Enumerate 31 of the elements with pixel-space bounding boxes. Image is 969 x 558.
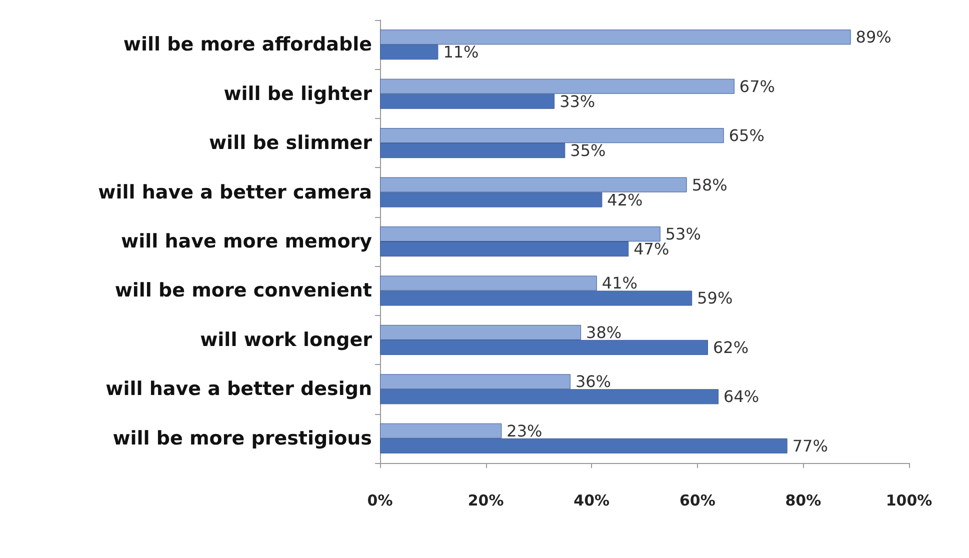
x-tick-label: 20% <box>468 492 504 510</box>
y-tick-label: will be more affordable <box>123 34 372 56</box>
y-tick-label: will be slimmer <box>209 132 373 154</box>
data-label: 23% <box>506 421 542 440</box>
y-tick-label: will be more convenient <box>114 280 372 302</box>
data-label: 58% <box>692 175 728 194</box>
x-tick-label: 100% <box>886 492 932 510</box>
data-label: 36% <box>575 372 612 392</box>
data-label: 38% <box>586 322 622 342</box>
data-label: 89% <box>856 28 892 47</box>
data-label: 33% <box>560 92 596 111</box>
y-tick-label: will have a better design <box>106 378 372 400</box>
data-label: 65% <box>728 126 764 146</box>
x-tick-label: 0% <box>367 492 393 510</box>
data-label: 64% <box>724 387 760 406</box>
data-label: 77% <box>792 436 828 456</box>
y-tick-label: will be more prestigious <box>112 427 372 450</box>
x-tick-label: 40% <box>574 492 610 510</box>
x-tick-label: 80% <box>785 492 822 510</box>
data-label: 67% <box>739 76 775 96</box>
x-tick-label: 60% <box>679 492 716 510</box>
y-tick-label: will have a better camera <box>98 181 372 204</box>
data-label: 35% <box>570 141 606 160</box>
data-label: 41% <box>602 274 638 293</box>
data-label: 11% <box>443 42 479 62</box>
y-tick-label: will be lighter <box>224 82 373 105</box>
data-label: 42% <box>607 190 643 210</box>
y-tick-label: will have more memory <box>121 230 373 252</box>
data-label: 59% <box>697 288 733 308</box>
data-label: 62% <box>712 338 749 357</box>
y-tick-label: will work longer <box>200 328 373 351</box>
